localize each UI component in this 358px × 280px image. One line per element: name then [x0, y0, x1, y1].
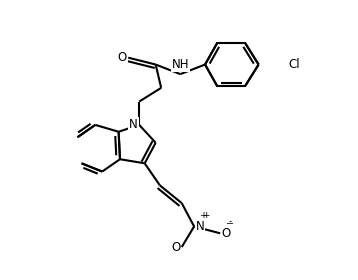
Text: N: N	[195, 220, 204, 233]
Text: O: O	[222, 227, 231, 240]
Text: N: N	[195, 220, 204, 233]
Text: Cl: Cl	[289, 58, 300, 71]
Text: NH: NH	[171, 59, 189, 71]
Text: O: O	[171, 241, 180, 253]
Text: -: -	[228, 218, 232, 227]
Text: N: N	[129, 118, 138, 131]
Text: O: O	[118, 51, 127, 64]
Text: −: −	[226, 218, 234, 227]
Text: +: +	[202, 211, 210, 220]
Text: +: +	[200, 211, 208, 220]
Text: O: O	[222, 227, 231, 240]
